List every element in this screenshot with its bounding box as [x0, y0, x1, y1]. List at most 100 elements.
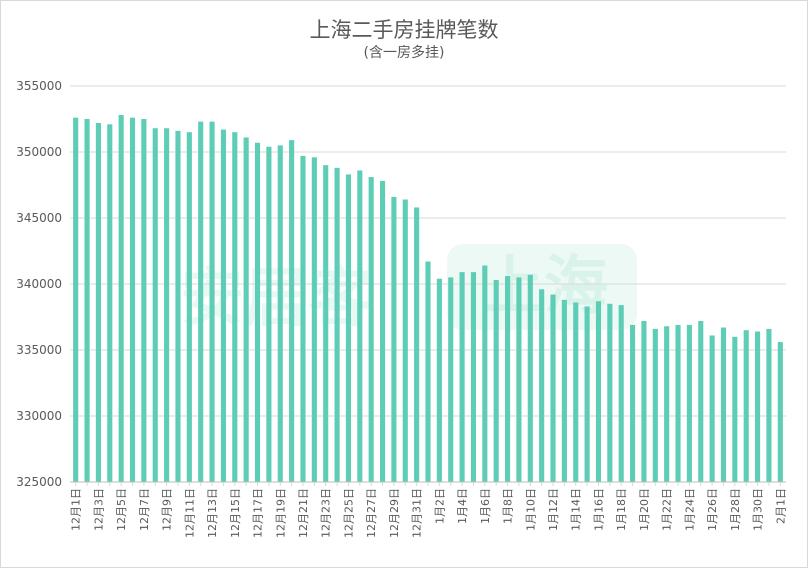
chart-title: 上海二手房挂牌笔数	[309, 18, 499, 42]
bar	[766, 328, 772, 482]
x-tick-label: 12月15日	[229, 488, 242, 538]
bar	[311, 157, 317, 482]
bar	[129, 117, 136, 483]
bar	[425, 261, 431, 482]
bar	[334, 167, 340, 482]
y-tick-label: 330000	[16, 409, 62, 423]
x-tick-label: 1月24日	[683, 488, 696, 531]
x-tick-label: 1月14日	[570, 488, 583, 531]
x-tick-label: 12月3日	[92, 488, 105, 531]
bar	[504, 276, 511, 482]
bar	[686, 324, 692, 482]
bar	[607, 303, 613, 482]
bar	[550, 294, 556, 482]
x-tick-label: 2月1日	[774, 488, 787, 524]
x-tick-label: 12月5日	[115, 488, 128, 531]
bar	[175, 130, 181, 482]
x-tick-label: 12月13日	[206, 488, 219, 538]
x-tick-label: 12月29日	[388, 488, 401, 538]
x-tick-label: 1月18日	[615, 488, 628, 531]
x-tick-label: 1月12日	[547, 488, 560, 531]
bar	[368, 177, 374, 482]
bar	[516, 277, 522, 482]
y-tick-label: 350000	[16, 145, 62, 159]
bar	[618, 305, 624, 482]
bar	[459, 272, 465, 482]
bar	[743, 330, 749, 482]
bar	[73, 117, 79, 483]
bar	[561, 299, 567, 482]
x-tick-label: 12月27日	[365, 488, 378, 538]
bar	[107, 124, 113, 482]
x-tick-label: 12月11日	[183, 488, 196, 538]
y-tick-label: 355000	[16, 79, 62, 93]
bar	[573, 302, 579, 482]
x-tick-label: 12月7日	[138, 488, 151, 531]
bar	[595, 301, 602, 482]
x-tick-label: 1月20日	[638, 488, 651, 531]
bar	[323, 165, 329, 482]
bar	[232, 132, 238, 482]
bar	[448, 277, 454, 482]
x-tick-label: 1月6日	[479, 488, 492, 524]
bar	[664, 326, 670, 482]
bar	[198, 121, 204, 482]
bar	[527, 274, 533, 482]
x-tick-label: 1月16日	[592, 488, 605, 531]
bar	[289, 140, 295, 482]
bar	[777, 342, 783, 482]
x-tick-label: 12月9日	[161, 488, 174, 531]
bar	[584, 306, 590, 482]
bar	[652, 328, 658, 482]
x-tick-label: 1月4日	[456, 488, 469, 524]
x-tick-label: 1月8日	[502, 488, 515, 524]
bar	[254, 142, 261, 482]
bar	[84, 119, 90, 482]
bar	[493, 280, 499, 482]
bar	[709, 335, 715, 482]
x-tick-label: 12月1日	[70, 488, 83, 531]
bar	[641, 320, 647, 482]
bar	[266, 146, 272, 482]
bar	[141, 119, 147, 482]
bar	[243, 137, 249, 483]
bar	[755, 331, 761, 482]
bar	[402, 199, 408, 482]
y-tick-label: 325000	[16, 475, 62, 489]
bar	[209, 121, 215, 482]
bar	[698, 320, 704, 482]
x-tick-label: 1月26日	[706, 488, 719, 531]
x-tick-label: 12月17日	[252, 488, 265, 538]
x-tick-label: 1月22日	[661, 488, 674, 531]
bar	[482, 265, 488, 482]
bar	[379, 181, 386, 483]
x-tick-label: 1月2日	[433, 488, 446, 524]
bar	[220, 129, 226, 482]
x-tick-label: 12月19日	[274, 488, 287, 538]
watermark-brand-text: 安居客	[180, 262, 372, 336]
bar	[630, 324, 636, 482]
bar	[470, 272, 477, 482]
x-tick-label: 1月30日	[752, 488, 765, 531]
bar	[391, 196, 397, 482]
x-tick-label: 1月28日	[729, 488, 742, 531]
bar	[95, 122, 101, 483]
x-tick-label: 12月25日	[342, 488, 355, 538]
bar	[186, 132, 192, 482]
x-tick-label: 12月21日	[297, 488, 310, 538]
bar	[345, 174, 352, 482]
bar	[164, 128, 170, 483]
bar	[675, 324, 681, 482]
y-tick-label: 335000	[16, 343, 62, 357]
x-tick-label: 12月31日	[411, 488, 424, 538]
y-tick-label: 345000	[16, 211, 62, 225]
bar	[357, 170, 363, 483]
bar	[414, 207, 420, 482]
bar	[152, 128, 158, 483]
bar	[118, 115, 124, 482]
bar	[277, 145, 283, 482]
bar	[300, 155, 306, 482]
x-tick-label: 1月10日	[524, 488, 537, 531]
y-tick-label: 340000	[16, 277, 62, 291]
